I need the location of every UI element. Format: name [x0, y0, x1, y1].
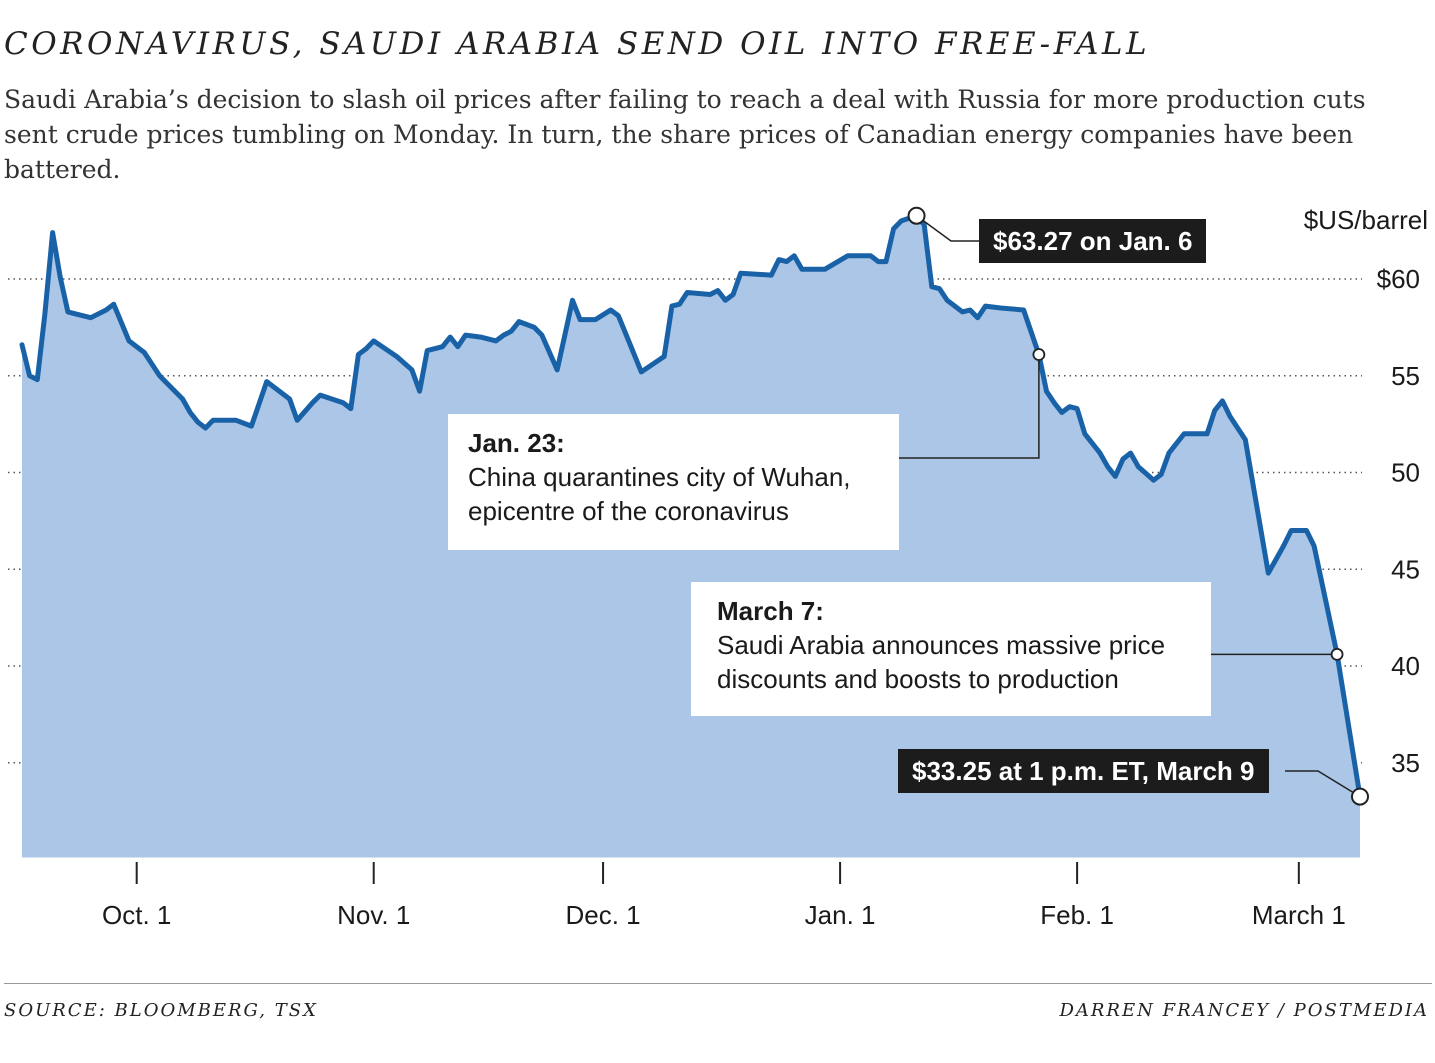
footer-rule — [4, 983, 1432, 984]
y-tick-label: 40 — [1391, 651, 1420, 681]
x-axis-ticks: Oct. 1 Nov. 1 Dec. 1 Jan. 1 Feb. 1 March 1 — [102, 862, 1346, 930]
peak-leader-line — [916, 215, 979, 242]
y-tick-label: $60 — [1377, 264, 1420, 294]
price-line — [19, 213, 1363, 800]
peak-marker — [907, 206, 926, 225]
annotation-leaders — [899, 206, 1369, 806]
x-tick-label: Dec. 1 — [565, 900, 640, 930]
jan23-callout-line-2: epicentre of the coronavirus — [468, 496, 789, 526]
credit-note: DARREN FRANCEY / POSTMEDIA — [1059, 1000, 1429, 1021]
jan23-leader-line — [899, 354, 1040, 459]
x-tick-label: March 1 — [1252, 900, 1346, 930]
source-note: SOURCE: BLOOMBERG, TSX — [4, 1000, 318, 1021]
jan23-callout-line-1: China quarantines city of Wuhan, — [468, 462, 851, 492]
y-tick-label: 35 — [1391, 748, 1420, 778]
x-tick-label: Jan. 1 — [805, 900, 876, 930]
x-tick-label: Nov. 1 — [337, 900, 410, 930]
latest-leader-line — [1285, 770, 1361, 798]
x-tick-label: Oct. 1 — [102, 900, 171, 930]
chart-subtitle: Saudi Arabia’s decision to slash oil pri… — [4, 85, 1366, 184]
jan23-callout: Jan. 23: China quarantines city of Wuhan… — [448, 414, 899, 550]
jan23-callout-heading: Jan. 23: — [468, 428, 565, 458]
x-tick-label: Feb. 1 — [1040, 900, 1114, 930]
latest-price-label: $33.25 at 1 p.m. ET, March 9 — [898, 749, 1269, 793]
y-tick-label: 50 — [1391, 458, 1420, 488]
mar7-callout-line-2: discounts and boosts to production — [717, 664, 1119, 694]
y-axis-ticks: $60 55 50 45 40 35 — [1377, 264, 1420, 778]
y-tick-label: 45 — [1391, 554, 1420, 584]
peak-price-label: $63.27 on Jan. 6 — [979, 219, 1207, 263]
mar7-callout-heading: March 7: — [717, 596, 824, 626]
mar7-marker — [1330, 647, 1344, 661]
y-axis-unit-label: $US/barrel — [1304, 205, 1428, 235]
latest-marker — [1351, 787, 1369, 806]
jan23-marker — [1032, 348, 1046, 361]
y-tick-label: 55 — [1391, 361, 1420, 391]
mar7-callout: March 7: Saudi Arabia announces massive … — [691, 582, 1211, 716]
mar7-callout-line-1: Saudi Arabia announces massive price — [717, 630, 1166, 660]
chart-title: CORONAVIRUS, SAUDI ARABIA SEND OIL INTO … — [4, 26, 1151, 62]
